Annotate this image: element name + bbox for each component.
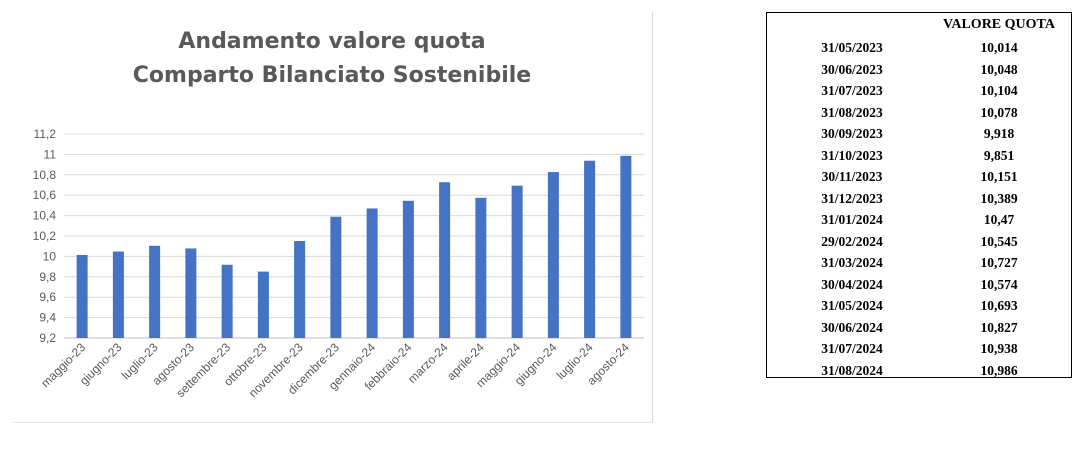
- bar: [149, 245, 161, 338]
- bar: [547, 172, 559, 338]
- table-cell-value: 10,827: [980, 319, 1018, 335]
- bar: [620, 155, 632, 338]
- table-cell-date: 31/10/2023: [821, 147, 883, 163]
- y-tick-label: 9,6: [39, 290, 56, 304]
- chart-title: Andamento valore quota: [178, 29, 486, 54]
- table-cell-date: 31/08/2023: [821, 104, 883, 120]
- table-cell-date: 30/11/2023: [821, 169, 883, 184]
- table-row: 31/05/2023 10,014: [767, 37, 1071, 59]
- y-tick-label: 9,2: [39, 331, 56, 345]
- table-cell-date: 31/12/2023: [821, 190, 883, 206]
- table-header-valore-quota: VALORE QUOTA: [943, 17, 1055, 32]
- table-row: 31/07/2024 10,938: [767, 338, 1071, 360]
- table-cell-value: 10,389: [980, 190, 1018, 206]
- chart-panel: Andamento valore quota Comparto Bilancia…: [12, 12, 653, 423]
- table-row: 31/03/2024 10,727: [767, 252, 1071, 274]
- bar: [185, 248, 197, 338]
- bar: [294, 240, 306, 338]
- table-cell-date: 31/05/2023: [821, 40, 883, 55]
- bar: [76, 254, 88, 338]
- bar: [257, 271, 269, 338]
- y-tick-label: 11,2: [34, 127, 57, 141]
- table-cell-value: 10,693: [980, 298, 1018, 313]
- table-cell-value: 10,727: [980, 255, 1018, 270]
- bar: [439, 182, 451, 338]
- table-cell-value: 10,151: [980, 169, 1018, 184]
- chart-subtitle: Comparto Bilanciato Sostenibile: [132, 63, 532, 88]
- bar: [475, 197, 487, 338]
- table-cell-date: 30/06/2024: [821, 319, 883, 335]
- table-cell-value: 10,574: [980, 276, 1018, 292]
- bar: [402, 200, 414, 338]
- table-cell-value: 10,014: [980, 40, 1018, 55]
- table-cell-date: 30/09/2023: [821, 126, 883, 141]
- y-tick-label: 10,4: [33, 209, 57, 223]
- x-tick-label: marzo-24: [405, 340, 451, 386]
- table-cell-date: 31/03/2024: [821, 255, 883, 270]
- table-row: 30/06/2023 10,048: [767, 59, 1071, 81]
- table-cell-value: 10,048: [980, 61, 1018, 77]
- table-cell-value: 9,851: [983, 147, 1015, 163]
- table-cell-value: 10,545: [980, 233, 1018, 249]
- table-cell-value: 10,938: [980, 341, 1018, 356]
- table-row: 31/08/2024 10,986: [767, 360, 1071, 382]
- table-row: 30/11/2023 10,151: [767, 166, 1071, 188]
- table-row: 31/10/2023 9,851: [767, 145, 1071, 167]
- table-cell-date: 29/02/2024: [821, 233, 883, 249]
- table-row: 31/08/2023 10,078: [767, 102, 1071, 124]
- y-tick-label: 10: [43, 249, 57, 263]
- table-row: 29/02/2024 10,545: [767, 231, 1071, 253]
- table-cell-value: 9,918: [983, 126, 1015, 141]
- bar: [511, 185, 523, 338]
- table-cell-date: 30/06/2023: [821, 61, 883, 77]
- table-cell-value: 10,47: [983, 212, 1015, 227]
- y-tick-label: 10,2: [33, 229, 57, 243]
- table-cell-date: 31/07/2024: [821, 341, 883, 356]
- table-row: 30/06/2024 10,827: [767, 317, 1071, 339]
- table-row: 30/09/2023 9,918: [767, 123, 1071, 145]
- table-row: 31/01/2024 10,47: [767, 209, 1071, 231]
- bar: [366, 208, 378, 338]
- bar: [584, 160, 596, 338]
- y-tick-label: 10,6: [33, 188, 57, 202]
- bar: [330, 216, 342, 338]
- y-tick-label: 9,4: [39, 311, 56, 325]
- table-row: 30/04/2024 10,574: [767, 274, 1071, 296]
- table-row: 31/12/2023 10,389: [767, 188, 1071, 210]
- table-row: 31/05/2024 10,693: [767, 295, 1071, 317]
- value-table: VALORE QUOTA 31/05/2023 10,014 30/06/2023 1…: [766, 12, 1072, 378]
- table-cell-date: 31/08/2024: [821, 362, 883, 378]
- table-cell-date: 31/05/2024: [821, 298, 883, 313]
- bar: [112, 251, 124, 338]
- table-cell-date: 30/04/2024: [821, 276, 883, 292]
- table-cell-value: 10,104: [980, 83, 1018, 98]
- bar: [221, 264, 233, 338]
- y-tick-label: 9,8: [39, 270, 56, 284]
- y-tick-label: 10,8: [33, 168, 57, 182]
- table-row: 31/07/2023 10,104: [767, 80, 1071, 102]
- table-cell-value: 10,986: [980, 362, 1018, 378]
- y-tick-label: 11: [44, 147, 57, 161]
- bar-chart: 9,29,49,69,81010,210,410,610,81111,2magg…: [33, 127, 644, 400]
- table-cell-date: 31/07/2023: [821, 83, 883, 98]
- table-cell-value: 10,078: [980, 104, 1018, 120]
- table-cell-date: 31/01/2024: [821, 212, 883, 227]
